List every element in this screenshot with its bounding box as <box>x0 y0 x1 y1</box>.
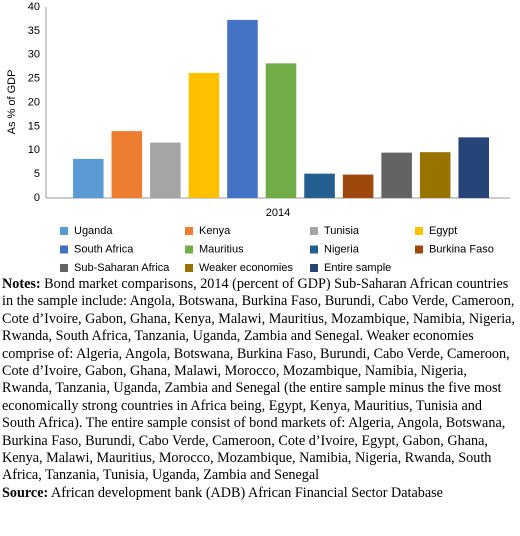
legend-swatch <box>185 227 193 235</box>
bar <box>265 63 297 198</box>
bar <box>150 142 181 198</box>
legend-label: South Africa <box>74 243 134 255</box>
bar <box>419 152 451 198</box>
legend-swatch <box>185 245 193 254</box>
bar <box>458 137 489 198</box>
legend-label: Tunisia <box>324 225 360 237</box>
legend-swatch <box>310 227 318 235</box>
legend-swatch <box>185 264 193 272</box>
legend-swatch <box>415 245 423 254</box>
legend-swatch <box>60 245 68 254</box>
legend-swatch <box>60 264 68 272</box>
legend-label: Mauritius <box>199 243 244 255</box>
legend-label: Burkina Faso <box>429 243 494 255</box>
y-tick-label: 15 <box>28 120 40 132</box>
bar <box>342 174 374 198</box>
notes: Notes: Bond market comparisons, 2014 (pe… <box>2 276 518 502</box>
legend-label: Kenya <box>199 225 231 237</box>
bar <box>73 158 104 198</box>
y-tick-label: 0 <box>34 192 40 204</box>
bar <box>381 152 412 198</box>
bar <box>111 131 143 198</box>
y-tick-label: 30 <box>28 49 40 61</box>
legend-swatch <box>415 227 423 235</box>
y-tick-label: 25 <box>28 73 40 85</box>
y-tick-label: 10 <box>28 144 40 156</box>
x-tick-label: 2014 <box>266 207 290 219</box>
legend-label: Weaker economies <box>199 262 293 274</box>
bar <box>304 173 335 198</box>
y-axis-label: As % of GDP <box>6 70 18 135</box>
legend-swatch <box>310 245 318 254</box>
legend-label: Egypt <box>429 225 457 237</box>
legend-label: Entire sample <box>324 262 391 274</box>
legend-label: Nigeria <box>324 243 360 255</box>
y-tick-label: 5 <box>34 168 40 180</box>
y-tick-label: 40 <box>28 1 40 13</box>
chart: As % of GDP 0 5 10 15 20 25 30 35 40 2014 Uganda Ke… <box>6 1 510 274</box>
source-label: Source: <box>2 484 49 501</box>
bar <box>227 19 258 198</box>
y-tick-label: 35 <box>28 25 40 37</box>
y-tick-label: 20 <box>28 96 40 108</box>
legend-label: Uganda <box>74 225 113 237</box>
notes-text: Bond market comparisons, 2014 (percent o… <box>2 276 515 484</box>
legend-swatch <box>60 227 68 235</box>
bar <box>188 72 220 198</box>
source-text: African development bank (ADB) African F… <box>51 484 443 501</box>
notes-label: Notes: <box>2 276 41 292</box>
legend-swatch <box>310 264 318 272</box>
legend-label: Sub-Saharan Africa <box>74 262 170 274</box>
